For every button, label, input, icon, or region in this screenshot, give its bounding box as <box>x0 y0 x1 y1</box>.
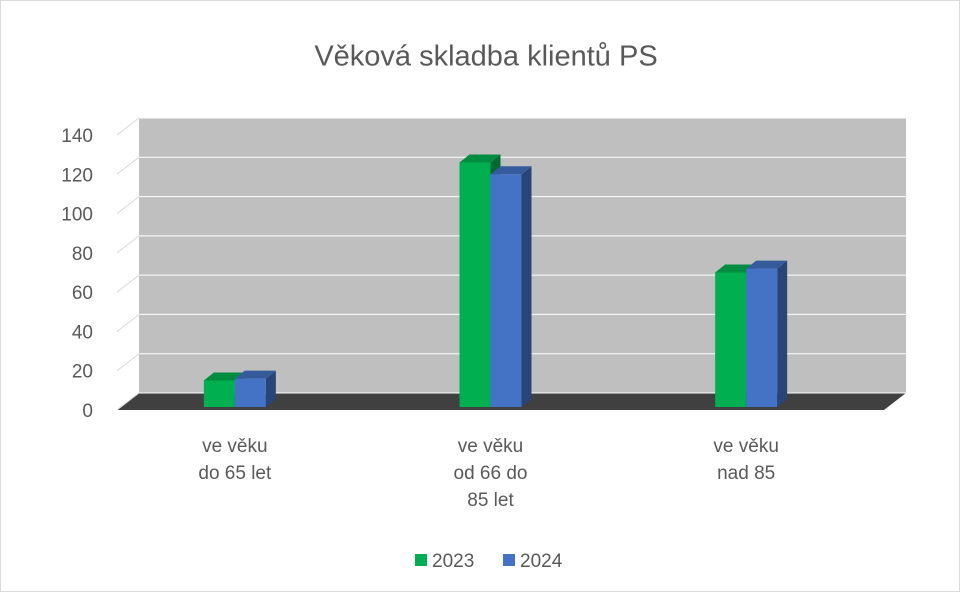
bar-side <box>777 260 788 407</box>
legend-swatch <box>415 554 427 566</box>
bar-side <box>521 166 532 407</box>
bar-front <box>715 272 747 407</box>
grid-line-side <box>116 392 140 411</box>
legend-swatch <box>503 554 515 566</box>
bar-top <box>490 166 532 175</box>
x-tick-label: ve věku nad 85 <box>713 436 778 484</box>
bar-top <box>746 260 788 269</box>
y-tick-label: 60 <box>72 283 93 304</box>
x-tick-label: ve věku do 65 let <box>198 436 272 484</box>
y-tick-label: 40 <box>72 322 93 343</box>
grid-line-side <box>116 314 140 332</box>
bar-front <box>234 378 266 407</box>
grid-line-side <box>116 235 140 254</box>
y-tick-label: 140 <box>61 126 93 147</box>
grid-line-side <box>116 274 140 293</box>
grid-line-side <box>116 353 140 372</box>
bar-front <box>203 380 235 407</box>
bar <box>234 370 276 407</box>
bar-front <box>746 268 778 407</box>
y-tick-label: 80 <box>72 244 93 265</box>
legend-label: 2023 <box>432 551 474 572</box>
y-tick-label: 100 <box>61 205 93 226</box>
grid-line-side <box>116 196 140 214</box>
y-tick-label: 20 <box>72 362 93 383</box>
bar-side <box>265 370 276 407</box>
bar-front <box>490 174 522 407</box>
x-tick-label: ve věku od 66 do 85 let <box>454 436 528 511</box>
bar <box>490 166 532 407</box>
grid-line-side <box>116 117 140 136</box>
grid-line-side <box>116 156 140 175</box>
bar-top <box>715 264 757 273</box>
bar <box>746 260 788 407</box>
bar-top <box>459 154 501 163</box>
bar-top <box>203 372 245 381</box>
bar-front <box>459 162 491 407</box>
chart-title: Věková skladba klientů PS <box>314 41 657 73</box>
y-tick-label: 120 <box>61 165 93 186</box>
legend-label: 2024 <box>520 551 563 572</box>
bar-top <box>234 370 276 379</box>
y-tick-label: 0 <box>82 401 93 422</box>
